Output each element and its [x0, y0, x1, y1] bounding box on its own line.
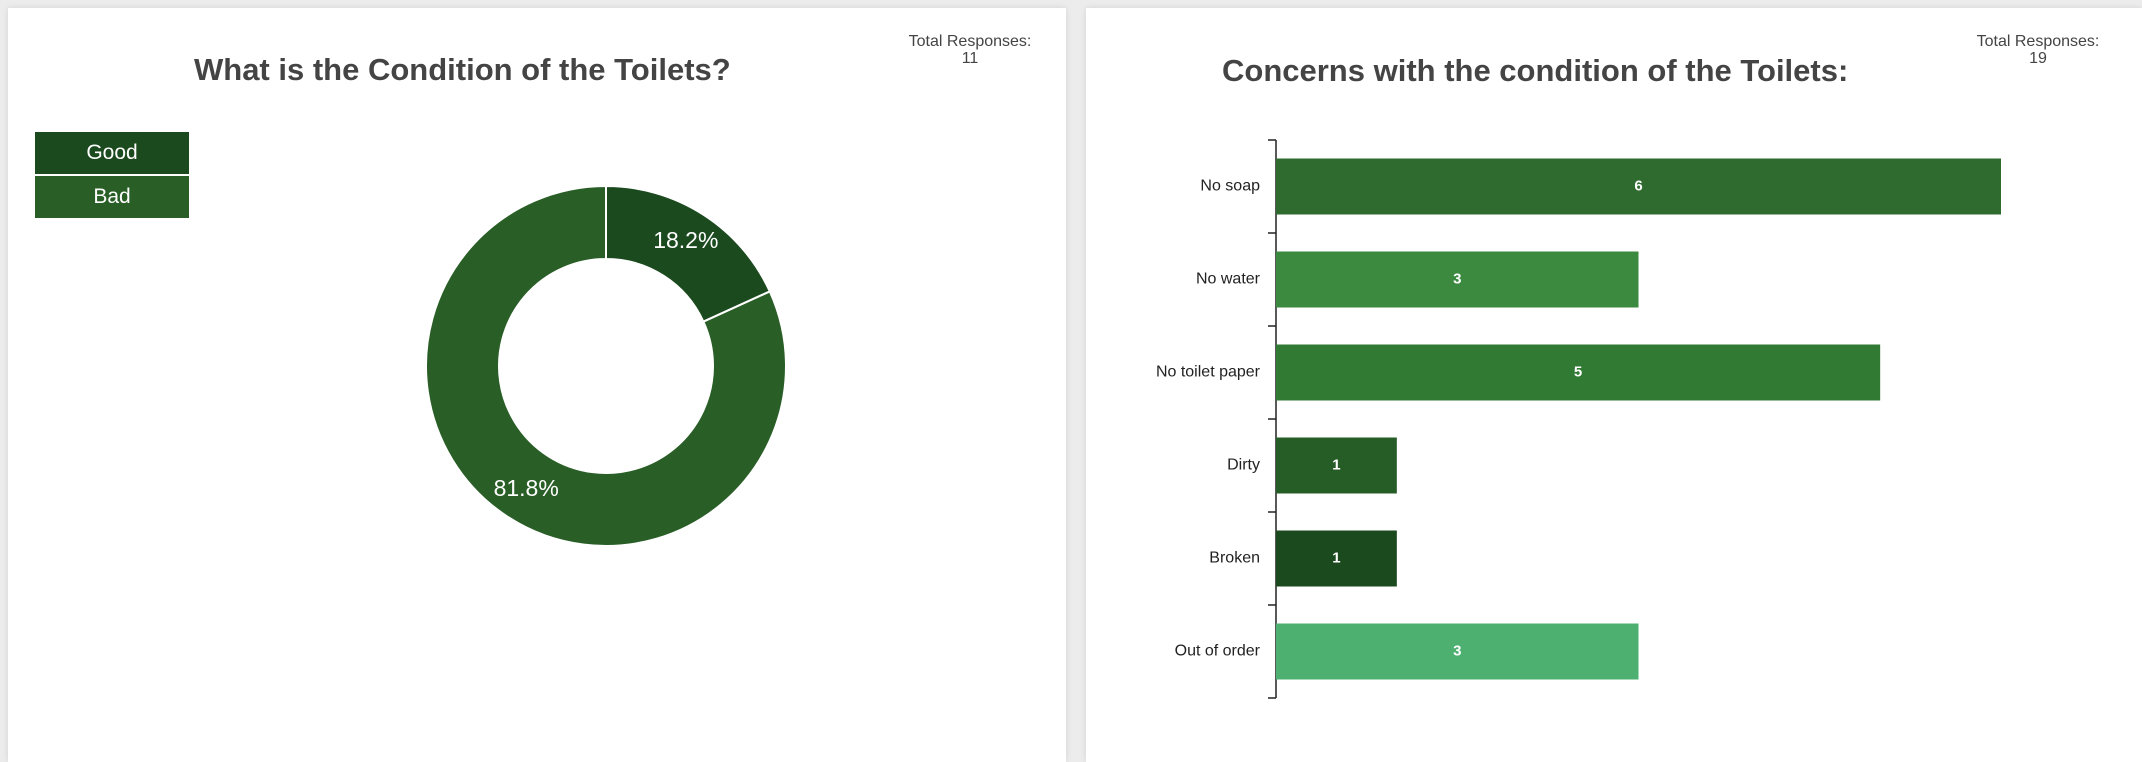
total-responses-value: 11 — [961, 50, 979, 67]
bar-no-water[interactable] — [1276, 251, 1639, 308]
bar-no-toilet-paper[interactable] — [1276, 344, 1881, 401]
value-label-out-of-order: 3 — [1453, 642, 1461, 659]
legend-item-good[interactable]: Good — [35, 132, 189, 174]
donut-slice-bad[interactable] — [425, 184, 787, 547]
total-responses-label: Total Responses: — [908, 33, 1032, 50]
bar-no-soap[interactable] — [1276, 158, 2001, 215]
legend-item-bad[interactable]: Bad — [35, 176, 189, 218]
condition-legend: Good Bad — [35, 132, 189, 220]
category-label-no-soap: No soap — [1200, 178, 1260, 195]
slice-label-good: 18.2% — [653, 227, 718, 253]
bar-dirty[interactable] — [1276, 437, 1397, 494]
concerns-chart-title: Concerns with the condition of the Toile… — [1222, 53, 1849, 88]
value-label-no-water: 3 — [1453, 270, 1461, 287]
donut-slice-good[interactable] — [605, 184, 772, 323]
total-responses-value: 19 — [2029, 50, 2047, 67]
value-label-no-soap: 6 — [1634, 177, 1642, 194]
condition-total-responses: Total Responses: 11 — [870, 33, 1070, 67]
donut-chart: 18.2% 81.8% — [425, 184, 787, 547]
bar-out-of-order[interactable] — [1276, 623, 1639, 680]
bar-broken[interactable] — [1276, 530, 1397, 587]
category-label-broken: Broken — [1209, 550, 1260, 567]
slice-label-bad: 81.8% — [494, 475, 559, 501]
value-label-dirty: 1 — [1332, 456, 1340, 473]
condition-chart-title: What is the Condition of the Toilets? — [194, 52, 731, 87]
category-label-out-of-order: Out of order — [1175, 643, 1261, 660]
bar-chart: No soap 6 No water 3 No toilet paper 5 Dirty 1 B… — [1156, 139, 2001, 699]
concerns-chart-card: Concerns with the condition of the Toile… — [1086, 8, 2142, 762]
category-label-dirty: Dirty — [1227, 457, 1260, 474]
value-label-no-toilet-paper: 5 — [1574, 363, 1582, 380]
condition-chart-card: What is the Condition of the Toilets? To… — [8, 8, 1066, 762]
category-label-no-toilet-paper: No toilet paper — [1156, 364, 1261, 381]
total-responses-label: Total Responses: — [1976, 33, 2100, 50]
concerns-total-responses: Total Responses: 19 — [1938, 33, 2138, 67]
value-label-broken: 1 — [1332, 549, 1340, 566]
category-label-no-water: No water — [1196, 271, 1261, 288]
